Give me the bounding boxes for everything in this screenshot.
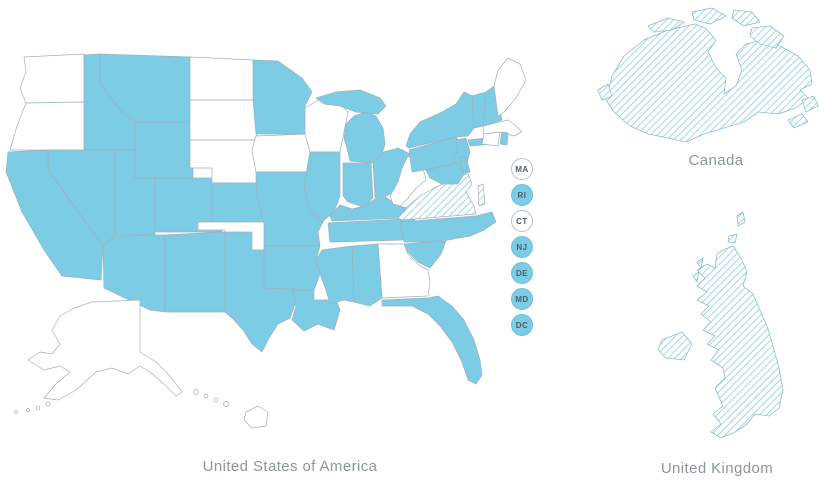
state-badge-CT[interactable]: CT	[511, 210, 533, 232]
state-AL[interactable]	[351, 243, 383, 307]
aleutian-islands	[14, 401, 51, 414]
state-badge-DE[interactable]: DE	[511, 262, 533, 284]
state-badge-DC[interactable]: DC	[511, 314, 533, 336]
state-DE[interactable]	[459, 155, 471, 175]
us-caption: United States of America	[202, 458, 378, 475]
state-IL[interactable]	[303, 151, 341, 223]
state-SD[interactable]	[189, 99, 258, 141]
state-badge-MA[interactable]: MA	[511, 158, 533, 180]
state-KS[interactable]	[211, 182, 265, 223]
uk-map	[657, 211, 784, 439]
uk-great-britain[interactable]	[696, 245, 784, 439]
canada-caption: Canada	[688, 152, 744, 169]
state-WI[interactable]	[304, 99, 349, 153]
state-OR[interactable]	[9, 101, 85, 151]
state-RI[interactable]	[499, 131, 509, 146]
state-MD[interactable]	[425, 162, 465, 185]
canada-map	[597, 7, 819, 143]
state-WA[interactable]	[19, 53, 85, 104]
uk-caption: United Kingdom	[660, 460, 774, 477]
state-NY[interactable]	[405, 91, 475, 149]
state-MS[interactable]	[315, 245, 355, 305]
state-badge-MD[interactable]: MD	[511, 288, 533, 310]
state-CA[interactable]	[5, 149, 104, 281]
state-LA[interactable]	[291, 289, 341, 332]
state-MN[interactable]	[252, 59, 313, 135]
state-TX[interactable]	[224, 231, 297, 353]
state-VA[interactable]	[397, 173, 477, 221]
state-GA[interactable]	[377, 243, 431, 299]
state-NM[interactable]	[164, 231, 226, 313]
state-AZ[interactable]	[102, 234, 166, 313]
state-CT[interactable]	[481, 131, 501, 147]
state-SC[interactable]	[403, 240, 447, 269]
uk-northern-ireland[interactable]	[657, 331, 693, 361]
state-NC[interactable]	[399, 211, 497, 243]
small-state-badges: MA RI CT NJ DE MD DC	[511, 158, 533, 336]
state-KY[interactable]	[329, 196, 409, 222]
state-VA-eastern-shore[interactable]	[477, 183, 486, 207]
state-MI[interactable]	[343, 111, 386, 164]
canada-islands	[597, 7, 819, 129]
hawaii-islands[interactable]	[193, 389, 269, 429]
state-FL[interactable]	[381, 295, 483, 385]
canada-region[interactable]	[605, 23, 813, 143]
state-NH[interactable]	[482, 85, 503, 127]
state-WY[interactable]	[134, 121, 194, 179]
state-ND[interactable]	[189, 56, 256, 101]
state-IN[interactable]	[342, 162, 374, 208]
state-AK[interactable]	[27, 299, 183, 401]
state-AR[interactable]	[263, 245, 321, 291]
state-IA[interactable]	[251, 133, 316, 173]
state-MI-upper-peninsula[interactable]	[315, 89, 387, 115]
state-badge-RI[interactable]: RI	[511, 184, 533, 206]
state-badge-NJ[interactable]: NJ	[511, 236, 533, 258]
us-map	[5, 53, 527, 429]
uk-islands	[692, 211, 746, 283]
state-ME[interactable]	[493, 57, 527, 117]
